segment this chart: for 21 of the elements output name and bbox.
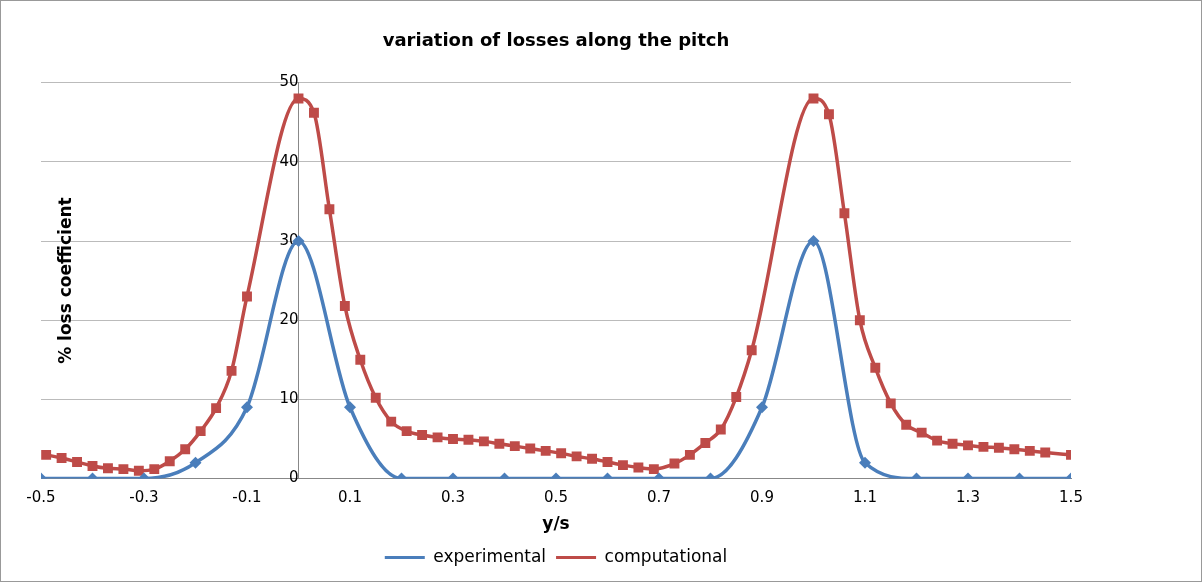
x-tick-label: -0.5 <box>26 488 56 507</box>
x-tick-label: 0.5 <box>544 488 568 507</box>
x-tick-label: -0.1 <box>232 488 262 507</box>
legend-label: computational <box>604 545 728 566</box>
x-tick-label: 0.9 <box>750 488 774 507</box>
x-tick-label: 1.3 <box>956 488 980 507</box>
legend-label: experimental <box>433 545 547 566</box>
y-tick-label: 40 <box>279 151 299 170</box>
y-tick-label: 20 <box>279 310 299 329</box>
y-tick-label: 0 <box>288 468 299 487</box>
x-tick-label: -0.3 <box>129 488 159 507</box>
chart-title: variation of losses along the pitch <box>382 29 730 51</box>
y-tick-label: 50 <box>279 72 299 91</box>
x-tick-label: 1.1 <box>853 488 877 507</box>
x-tick-label: 1.5 <box>1059 488 1083 507</box>
y-axis-title: % loss coefficient <box>55 197 76 364</box>
x-axis-title: y/s <box>542 513 570 534</box>
y-tick-label: 10 <box>279 389 299 408</box>
x-tick-label: 0.3 <box>441 488 465 507</box>
x-tick-label: 0.7 <box>647 488 671 507</box>
x-tick-label: 0.1 <box>338 488 362 507</box>
